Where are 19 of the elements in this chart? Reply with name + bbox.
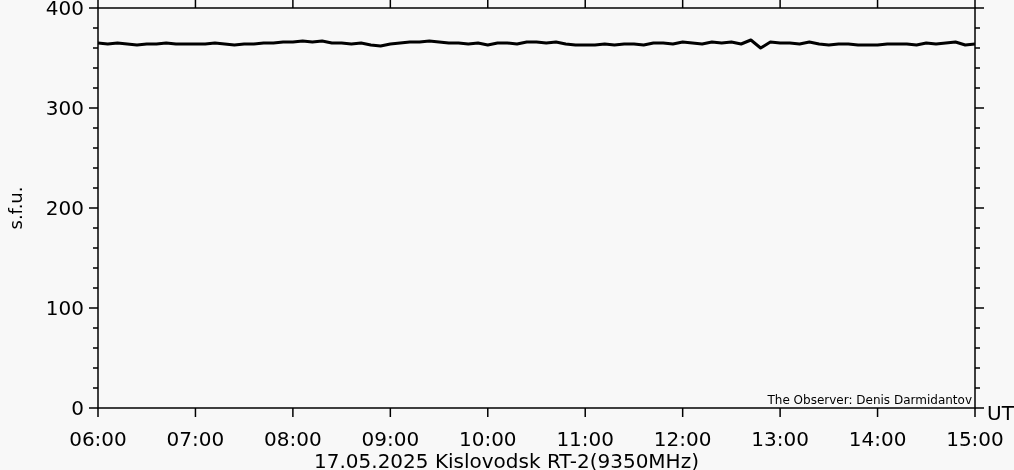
y-tick-label: 100 (45, 296, 84, 320)
x-tick-label: 08:00 (264, 427, 322, 451)
y-axis-title: s.f.u. (5, 186, 26, 230)
y-tick-label: 400 (45, 0, 84, 20)
x-tick-label: 10:00 (458, 427, 517, 451)
x-tick-label: 07:00 (166, 427, 225, 451)
y-tick-label: 200 (45, 196, 84, 220)
y-tick-label: 0 (71, 396, 84, 420)
text: 17.05.2025 Kislovodsk RT-2(9350MHz) (314, 449, 699, 470)
x-tick-label: 15:00 (946, 427, 1004, 451)
x-tick-label: 12:00 (653, 427, 712, 451)
x-tick-label: 13:00 (751, 427, 809, 451)
annotation: The Observer: Denis Darmidantov (766, 393, 972, 407)
x-tick-label: 09:00 (361, 427, 420, 451)
y-tick-label: 300 (45, 96, 84, 120)
x-axis-title: UT (987, 401, 1014, 425)
x-tick-label: 06:00 (69, 427, 127, 451)
x-tick-label: 14:00 (848, 427, 907, 451)
x-tick-label: 11:00 (556, 427, 615, 451)
